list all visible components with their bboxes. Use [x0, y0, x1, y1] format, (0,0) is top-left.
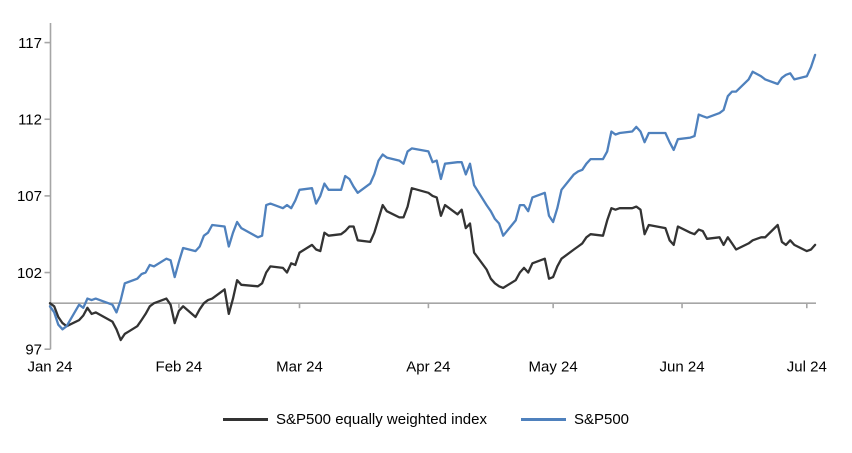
legend-item-equal-weighted: S&P500 equally weighted index [222, 411, 487, 428]
x-axis-label: Jan 24 [27, 359, 72, 376]
legend-swatch-sp500-line [520, 418, 566, 421]
legend-item-sp500: S&P500 [520, 411, 630, 428]
series-line-sp500 [48, 53, 817, 331]
x-axis-label: Mar 24 [276, 359, 323, 376]
x-axis-label: Jul 24 [787, 359, 827, 376]
x-axis-label: Jun 24 [660, 359, 705, 376]
series-line-sp500-equal-weighted [48, 187, 817, 342]
legend-swatch-equal-weighted-line [222, 418, 268, 421]
legend: S&P500 equally weighted index S&P500 [0, 411, 852, 428]
x-axis-label: Feb 24 [156, 359, 203, 376]
legend-label-sp500: S&P500 [573, 411, 630, 428]
y-axis-label: 97 [25, 341, 42, 358]
legend-label-equal-weighted: S&P500 equally weighted index [275, 411, 487, 428]
x-axis-label: Apr 24 [406, 359, 450, 376]
y-axis-label: 102 [17, 265, 42, 282]
x-axis-label: May 24 [529, 359, 578, 376]
y-axis-label: 112 [18, 112, 42, 129]
y-axis-label: 107 [17, 188, 42, 205]
y-axis-label: 117 [18, 35, 42, 52]
